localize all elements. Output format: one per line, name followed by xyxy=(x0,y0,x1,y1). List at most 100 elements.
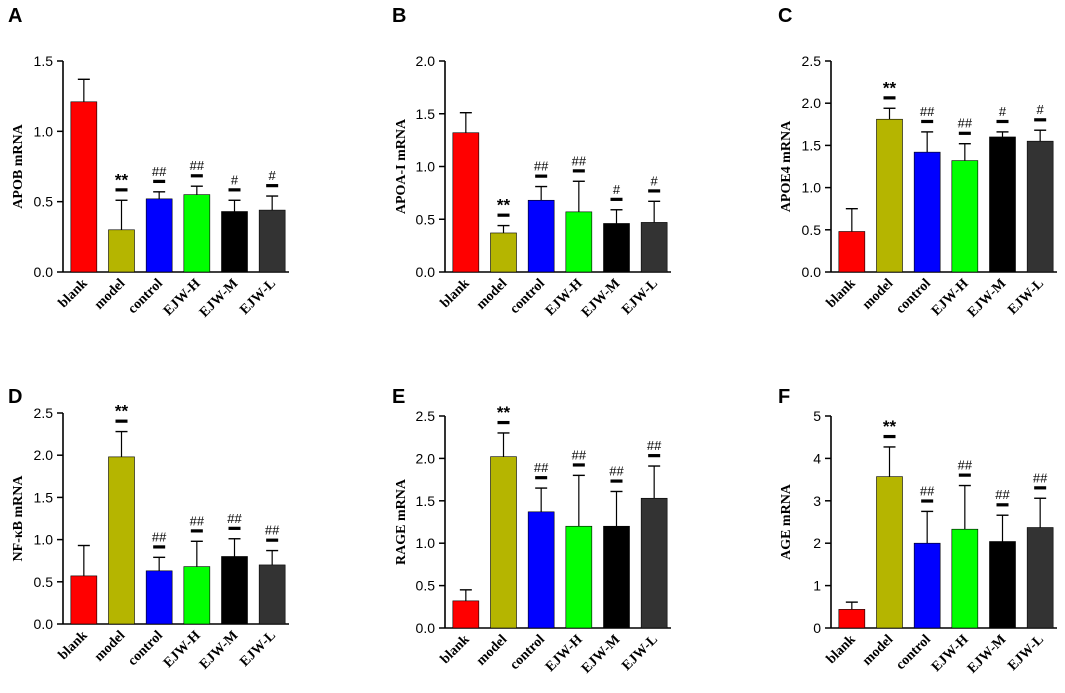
y-tick-label: 1.5 xyxy=(416,493,436,509)
y-tick-label: 3 xyxy=(813,493,821,509)
significance-label: ## xyxy=(995,487,1010,502)
bar-ejw-l xyxy=(640,222,668,273)
panel-letter: B xyxy=(392,5,406,27)
bar-ejw-h xyxy=(565,525,593,629)
significance-label: ## xyxy=(1033,470,1048,485)
bar-ejw-m xyxy=(603,525,630,629)
y-tick-label: 0.0 xyxy=(416,264,436,280)
y-tick-label: 0.5 xyxy=(34,574,54,590)
x-tick-label: EJW-H xyxy=(929,632,972,675)
x-tick-label: model xyxy=(92,276,129,313)
bar-blank xyxy=(452,600,480,629)
significance-dash xyxy=(572,169,585,173)
significance-dash xyxy=(535,476,548,480)
significance-label: ** xyxy=(115,170,129,189)
x-tick-label: EJW-M xyxy=(579,276,623,320)
significance-dash xyxy=(610,197,623,201)
significance-dash xyxy=(610,479,623,483)
bar-ejw-h xyxy=(951,528,979,629)
bar-blank xyxy=(838,609,866,629)
x-tick-label: EJW-L xyxy=(237,628,279,670)
significance-dash xyxy=(228,188,241,192)
y-tick-label: 0.0 xyxy=(416,620,436,636)
significance-label: # xyxy=(231,172,239,187)
panel-letter: A xyxy=(8,5,22,27)
x-tick-label: EJW-M xyxy=(965,276,1009,320)
y-tick-label: 1.5 xyxy=(802,137,822,153)
significance-dash xyxy=(958,473,971,477)
y-tick-label: 1.5 xyxy=(416,106,436,122)
significance-label: ## xyxy=(152,529,167,544)
bar-control xyxy=(913,542,941,629)
x-tick-label: EJW-L xyxy=(619,276,661,318)
significance-label: ** xyxy=(497,196,511,215)
significance-label: ## xyxy=(572,153,587,168)
x-tick-label: model xyxy=(92,628,129,665)
y-axis-label: APOE4 mRNA xyxy=(779,120,794,212)
significance-dash xyxy=(497,420,510,425)
y-axis-label: APOB mRNA xyxy=(11,123,26,208)
significance-dash xyxy=(648,454,661,458)
significance-dash xyxy=(115,188,128,192)
y-tick-label: 2 xyxy=(813,535,821,551)
significance-dash xyxy=(228,526,241,530)
significance-dash xyxy=(153,179,166,184)
significance-label: # xyxy=(1037,102,1045,117)
significance-dash xyxy=(883,434,896,439)
significance-label: ** xyxy=(883,417,897,436)
significance-label: ## xyxy=(227,511,242,526)
x-tick-label: EJW-L xyxy=(619,632,661,674)
y-tick-label: 0 xyxy=(813,620,821,636)
bar-control xyxy=(527,511,555,629)
bar-blank xyxy=(452,132,480,273)
significance-label: ## xyxy=(647,438,662,453)
significance-dash xyxy=(153,545,166,549)
y-tick-label: 0.0 xyxy=(34,616,54,632)
x-tick-label: blank xyxy=(56,628,91,663)
significance-label: # xyxy=(269,168,277,183)
bar-blank xyxy=(70,575,98,625)
significance-dash xyxy=(497,213,510,217)
x-tick-label: EJW-M xyxy=(965,632,1009,676)
y-tick-label: 1 xyxy=(813,578,821,594)
y-tick-label: 1.0 xyxy=(416,159,436,175)
bar-ejw-m xyxy=(989,136,1016,273)
significance-label: ## xyxy=(572,447,587,462)
significance-label: ## xyxy=(958,458,973,473)
y-tick-label: 2.0 xyxy=(34,447,54,463)
bar-model xyxy=(490,456,517,629)
significance-dash xyxy=(921,499,934,503)
x-tick-label: EJW-H xyxy=(161,628,204,671)
y-tick-label: 2.0 xyxy=(416,450,436,466)
x-tick-label: control xyxy=(893,276,934,317)
bar-ejw-m xyxy=(603,223,630,273)
significance-dash xyxy=(572,463,585,467)
y-tick-label: 1.0 xyxy=(34,123,54,139)
significance-label: # xyxy=(999,104,1007,119)
bar-ejw-l xyxy=(258,564,286,625)
significance-dash xyxy=(883,96,896,100)
x-tick-label: model xyxy=(474,632,511,669)
x-tick-label: model xyxy=(474,276,511,313)
significance-dash xyxy=(115,419,128,423)
y-tick-label: 2.5 xyxy=(802,53,822,69)
x-tick-label: control xyxy=(125,628,166,669)
y-tick-label: 1.0 xyxy=(802,180,822,196)
significance-dash xyxy=(1034,118,1047,122)
significance-label: ## xyxy=(190,513,205,528)
y-tick-label: 0.0 xyxy=(802,264,822,280)
significance-label: ** xyxy=(497,403,511,422)
bar-control xyxy=(913,151,941,273)
x-tick-label: EJW-H xyxy=(543,632,586,675)
y-tick-label: 1.5 xyxy=(34,53,54,69)
significance-label: ## xyxy=(609,463,624,478)
x-tick-label: EJW-H xyxy=(161,276,204,319)
x-tick-label: EJW-L xyxy=(1005,276,1047,318)
bar-control xyxy=(145,570,173,625)
bar-ejw-l xyxy=(1026,140,1054,273)
x-tick-label: control xyxy=(507,632,548,673)
panel-letter: F xyxy=(778,386,790,408)
x-tick-label: EJW-M xyxy=(197,276,241,320)
